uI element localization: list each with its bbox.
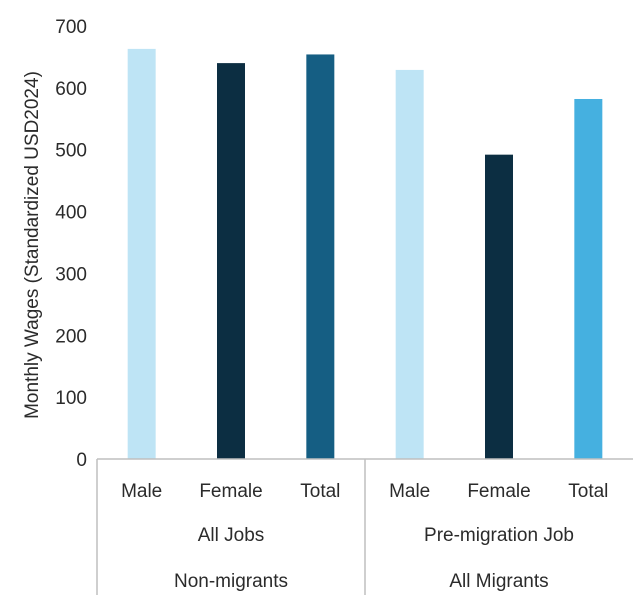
y-tick-label: 400 bbox=[55, 203, 87, 224]
category-label: Male bbox=[121, 481, 162, 502]
y-tick-label: 700 bbox=[55, 17, 87, 38]
category-label: Total bbox=[300, 481, 340, 502]
group-label: All Jobs bbox=[198, 525, 265, 546]
bars-layer bbox=[127, 48, 603, 460]
bar-6 bbox=[574, 98, 603, 460]
bar-5 bbox=[485, 154, 513, 459]
bar-4 bbox=[395, 69, 424, 460]
category-label: Male bbox=[389, 481, 430, 502]
y-tick-label: 300 bbox=[55, 264, 87, 285]
bar-1 bbox=[127, 48, 156, 459]
x-axis: Male Female Total Male Female Total All Jobs Pr… bbox=[96, 458, 633, 595]
super-group-label: All Migrants bbox=[449, 571, 548, 592]
y-tick-label: 200 bbox=[55, 326, 87, 347]
category-label: Female bbox=[467, 481, 530, 502]
y-tick-label: 0 bbox=[76, 450, 87, 471]
category-label: Total bbox=[568, 481, 608, 502]
y-axis-title: Monthly Wages (Standardized USD2024) bbox=[22, 71, 43, 419]
y-tick-label: 500 bbox=[55, 141, 87, 162]
y-axis-ticks: 0 100 200 300 400 500 600 700 bbox=[55, 17, 87, 471]
bar-2 bbox=[217, 63, 245, 460]
super-group-label: Non-migrants bbox=[174, 571, 288, 592]
group-label: Pre-migration Job bbox=[424, 525, 574, 546]
category-label: Female bbox=[199, 481, 262, 502]
y-tick-label: 600 bbox=[55, 79, 87, 100]
bar-3 bbox=[306, 54, 335, 459]
y-tick-label: 100 bbox=[55, 388, 87, 409]
